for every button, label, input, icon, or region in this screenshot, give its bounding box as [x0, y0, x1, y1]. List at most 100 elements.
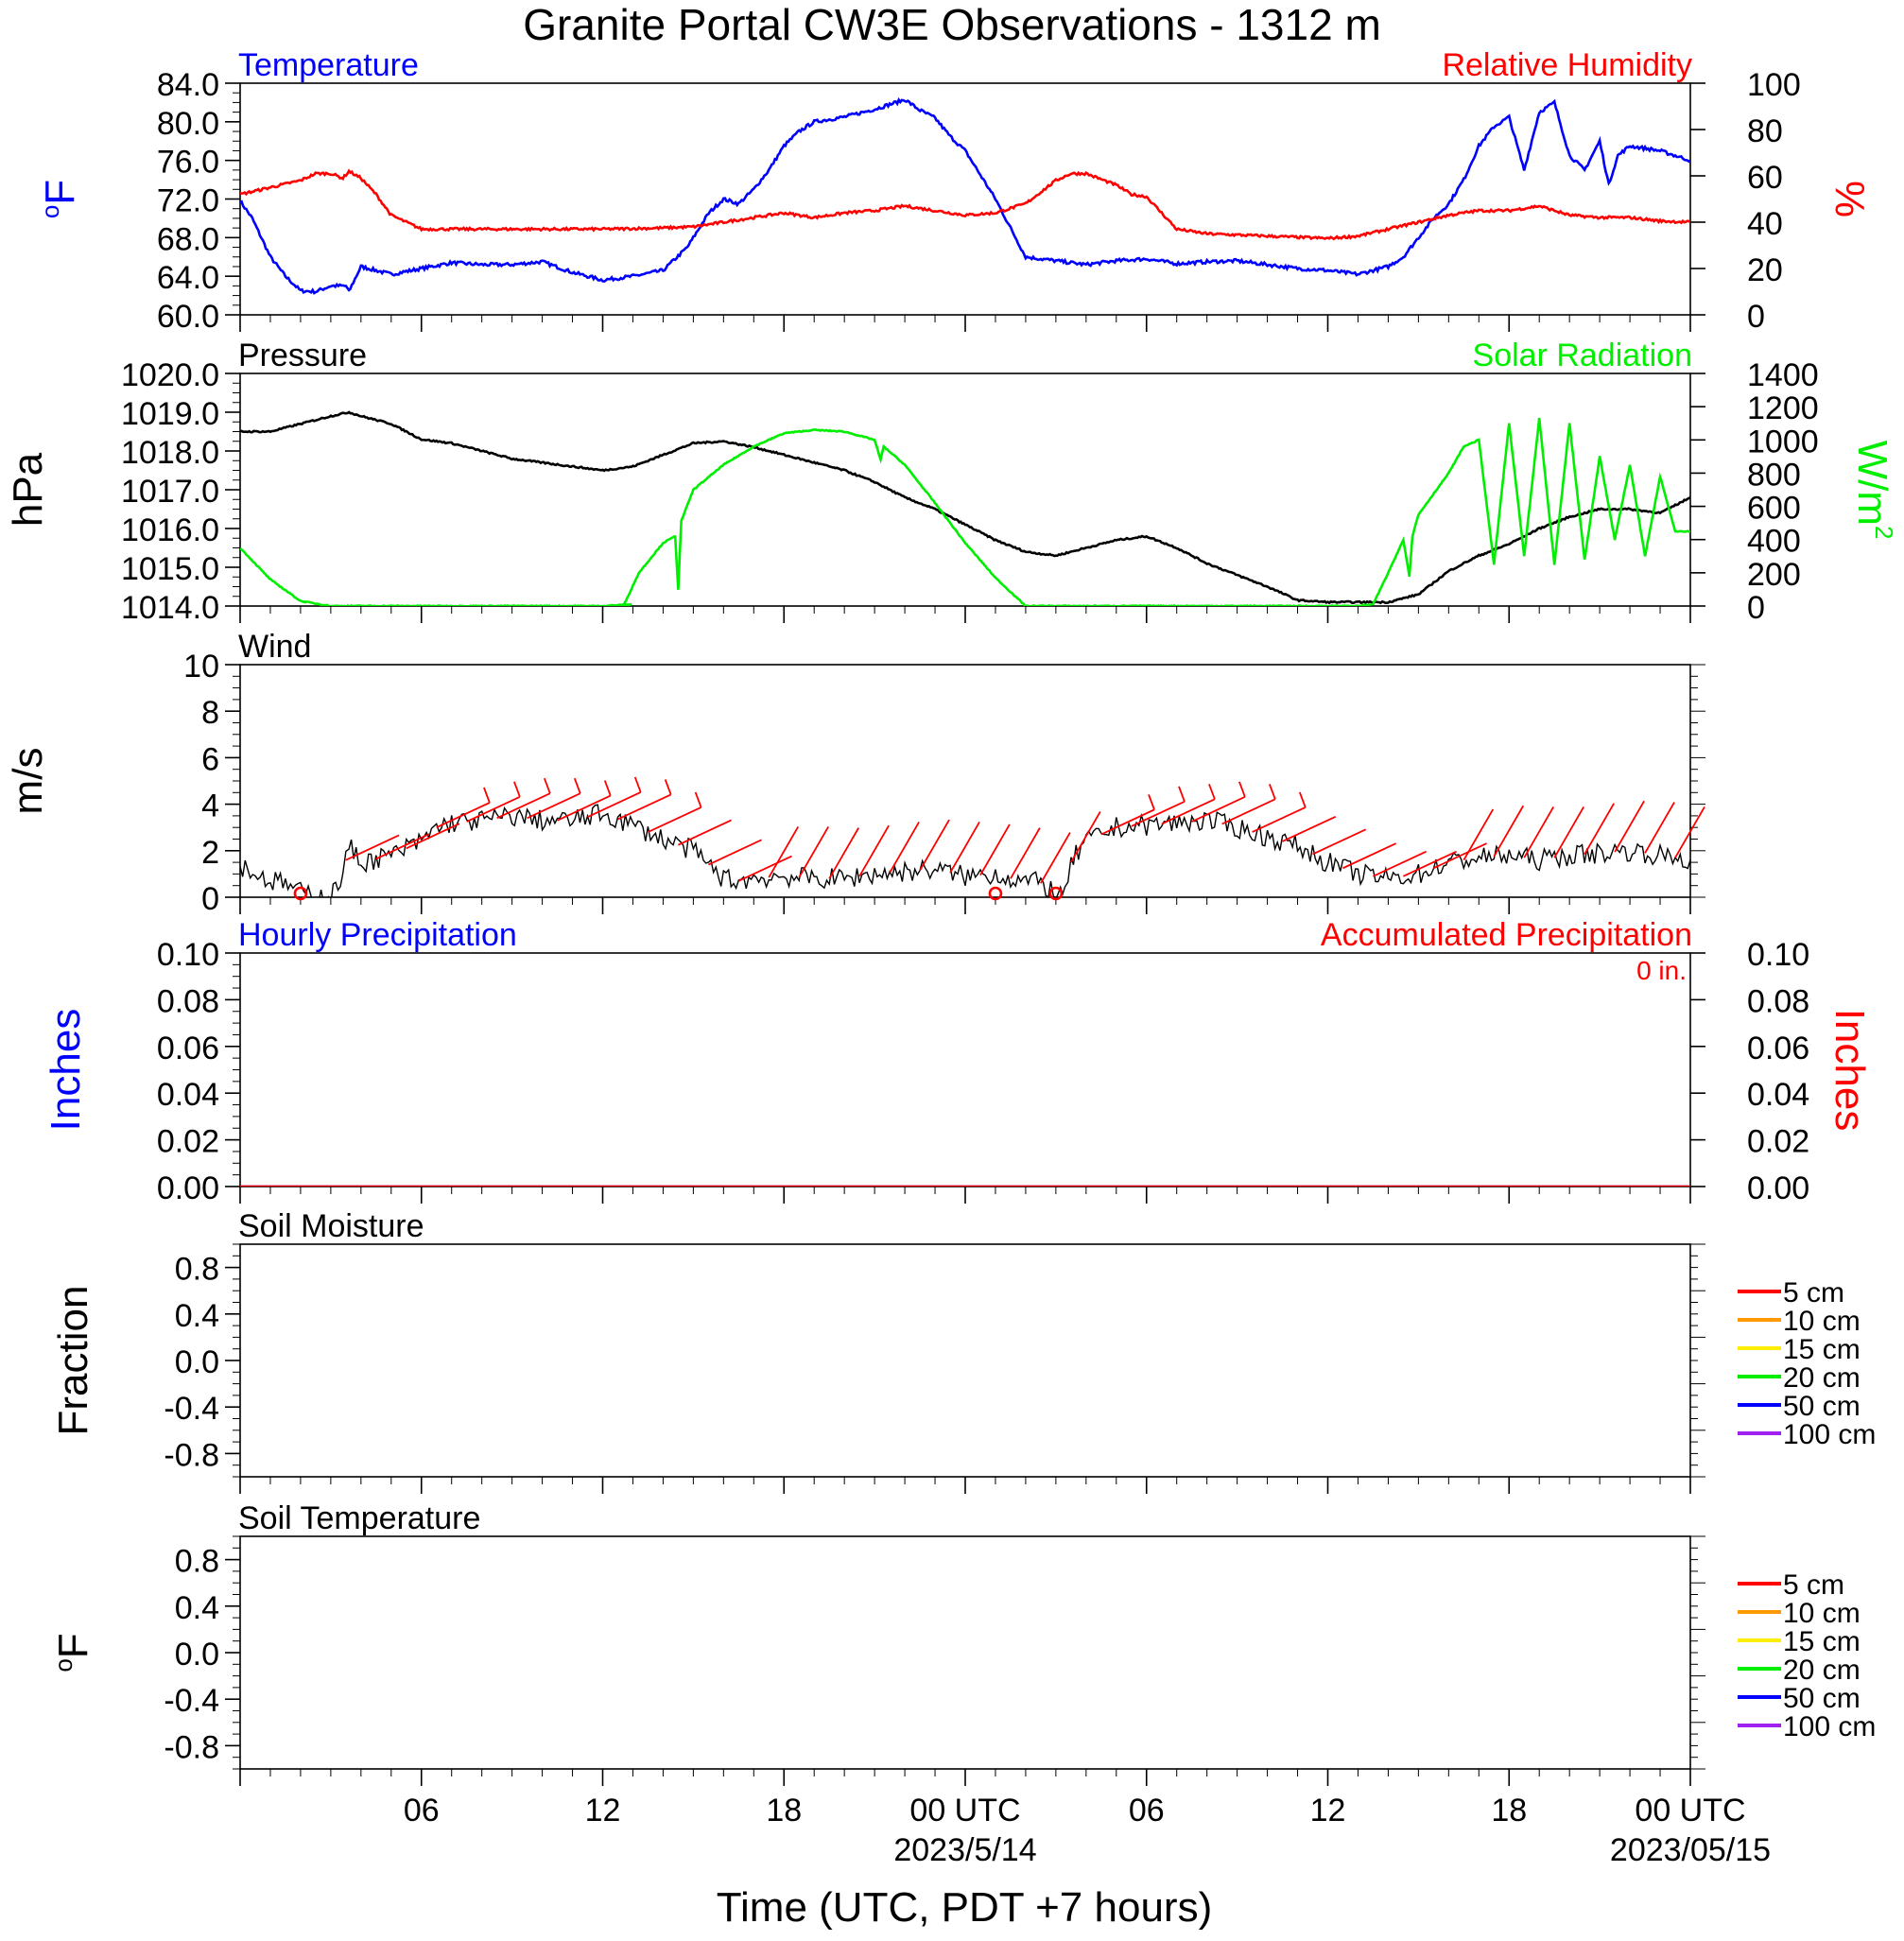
wind-barb: [1644, 802, 1675, 854]
wind-barb: [889, 822, 920, 874]
y-tick-label-right: 800: [1747, 457, 1801, 493]
y-tick-label-left: -0.4: [164, 1683, 219, 1719]
x-tick-label: 06: [1129, 1793, 1165, 1828]
wind-barb: [527, 792, 581, 820]
y-tick-label-right: 600: [1747, 491, 1801, 527]
legend-label: 15 cm: [1783, 1626, 1861, 1657]
y-tick-label-right: 0.00: [1747, 1170, 1809, 1206]
wind-barb-flag: [1208, 783, 1216, 800]
panel-title-left: Soil Moisture: [238, 1208, 424, 1244]
x-tick-label: 18: [1491, 1793, 1527, 1828]
legend-label: 50 cm: [1783, 1683, 1861, 1714]
panel-title-right: Accumulated Precipitation: [1321, 917, 1692, 953]
y-tick-label-left: 0.8: [175, 1544, 219, 1580]
wind-barb: [496, 792, 551, 820]
wind-barb: [1312, 828, 1367, 856]
wind-barb-flag: [603, 780, 612, 796]
wind-barb: [737, 855, 792, 882]
y-tick-label-left: 84.0: [157, 67, 219, 103]
wind-barb: [1221, 798, 1276, 825]
wind-barb: [1252, 806, 1307, 833]
plot-frame: [239, 952, 1691, 1187]
wind-barb: [1584, 803, 1615, 855]
wind-barb-flag: [573, 777, 581, 794]
wind-barb: [1131, 800, 1186, 827]
y-tick-label-left: 72.0: [157, 183, 219, 219]
unit: F: [50, 1633, 96, 1658]
panel-soil_moisture: Soil Moisture 0.8 0.4 0.0 -0.4 -0.8 Fraction 5 …: [50, 1208, 1876, 1494]
x-tick-label: 12: [1310, 1793, 1346, 1828]
wind-barb: [979, 823, 1011, 876]
panel-temp_rh: Temperature Relative Humidity 84.080.076.0…: [36, 47, 1873, 335]
y-axis-label-left: Fraction: [50, 1286, 96, 1436]
wind-barb: [1493, 805, 1525, 858]
y-tick-label-left: -0.8: [164, 1729, 219, 1765]
panel-title-left: Pressure: [238, 338, 367, 373]
wind-barb: [678, 819, 732, 846]
wind-barb-flag: [1238, 781, 1246, 798]
unit: W/m: [1849, 441, 1895, 526]
y-tick-label-left: 0.4: [175, 1590, 219, 1626]
y-tick-label-left: 2: [201, 835, 219, 871]
x-tick-label: 00 UTC: [909, 1793, 1020, 1828]
y-axis-label-left: m/s: [5, 748, 51, 815]
wind-barb: [1191, 796, 1246, 823]
y-tick-label-left: 80.0: [157, 106, 219, 142]
x-tick-label: 12: [585, 1793, 621, 1828]
wind-barb: [345, 834, 400, 861]
y-tick-label-left: 0: [201, 881, 219, 917]
wind-barb: [798, 825, 830, 878]
figure-title: Granite Portal CW3E Observations - 1312 …: [523, 0, 1381, 49]
x-tick-label: 06: [404, 1793, 440, 1828]
y-tick-label-right: 0.02: [1747, 1124, 1809, 1160]
y-tick-label-left: 1016.0: [121, 512, 219, 548]
y-tick-label-left: 1015.0: [121, 551, 219, 587]
y-tick-label-left: 8: [201, 695, 219, 731]
legend-label: 10 cm: [1783, 1598, 1861, 1629]
y-tick-label-left: 0.00: [157, 1170, 219, 1206]
series-line-solar-radiation: [240, 417, 1690, 606]
y-tick-label-right: 200: [1747, 557, 1801, 593]
y-tick-label-left: 4: [201, 789, 219, 824]
degree-mark: o: [49, 1658, 78, 1672]
panel-title-left: Wind: [238, 629, 311, 665]
wind-barb: [1010, 827, 1041, 879]
calm-wind-marker: [1048, 886, 1064, 901]
wind-barb-flag: [633, 776, 642, 793]
y-tick-label-right: 20: [1747, 252, 1783, 288]
y-tick-label-left: 76.0: [157, 145, 219, 181]
panel-wind: Wind 10 8 6 4 2 0 m/s: [5, 629, 1705, 917]
legend-label: 5 cm: [1783, 1569, 1844, 1601]
series-line-temperature: [240, 96, 1690, 295]
wind-barb-flag: [1298, 791, 1307, 808]
y-tick-label-right: 0.10: [1747, 937, 1809, 973]
wind-barb: [1040, 832, 1071, 884]
y-tick-label-right: 0.04: [1747, 1077, 1809, 1113]
y-tick-label-left: 1014.0: [121, 590, 219, 626]
legend-label: 15 cm: [1783, 1334, 1861, 1365]
calm-wind-marker: [293, 886, 308, 901]
y-tick-label-left: 0.04: [157, 1077, 219, 1113]
panel-title-left: Hourly Precipitation: [238, 917, 517, 953]
wind-barb: [557, 794, 612, 822]
y-tick-label-right: 0: [1747, 299, 1765, 335]
y-axis-label-left: oF: [36, 180, 83, 218]
wind-barb: [1463, 808, 1495, 861]
wind-barb-flag: [694, 791, 702, 808]
wind-barb-flag: [664, 779, 672, 795]
wind-barb: [648, 806, 702, 833]
wind-barb: [587, 791, 642, 818]
unit: F: [37, 180, 83, 205]
y-tick-label-left: 6: [201, 741, 219, 777]
y-tick-label-left: 0.10: [157, 937, 219, 973]
legend-label: 100 cm: [1783, 1711, 1876, 1742]
wind-barb: [858, 824, 890, 877]
y-tick-label-left: 0.06: [157, 1031, 219, 1066]
calm-wind-marker: [988, 886, 1003, 901]
x-date-label: 2023/05/15: [1610, 1832, 1771, 1868]
y-axis-label-left: Inches: [43, 1009, 89, 1132]
wind-barb: [1070, 810, 1101, 863]
wind-barb: [1403, 850, 1457, 877]
